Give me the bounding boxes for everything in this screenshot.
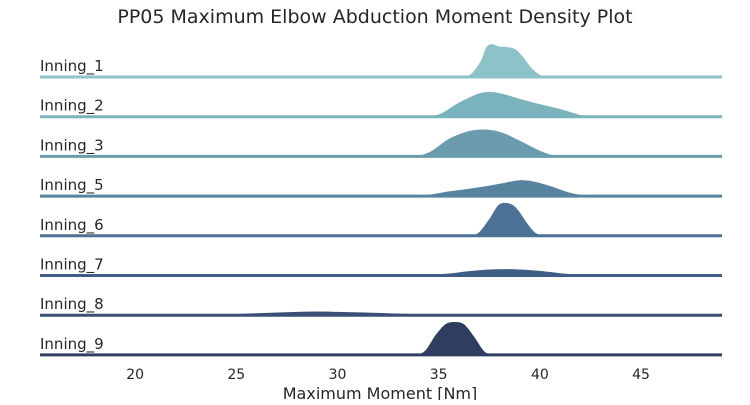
chart-title: PP05 Maximum Elbow Abduction Moment Dens…: [117, 6, 632, 28]
ridges-group: Inning_1 Inning_2 Inning_3 Inning_5 Inning_6…: [40, 41, 722, 357]
density-area: [471, 201, 546, 236]
row-label: Inning_5: [40, 176, 104, 195]
density-area: [408, 179, 611, 197]
ridge-inning-9: Inning_9: [40, 319, 722, 357]
density-outline: [418, 89, 601, 118]
row-label: Inning_1: [40, 57, 104, 76]
x-tick-label: 40: [531, 367, 549, 383]
density-outline: [413, 319, 496, 356]
ridge-inning-1: Inning_1: [40, 41, 722, 79]
x-axis-ticks: 20 25 30 35 40 45: [126, 367, 650, 383]
row-label: Inning_2: [40, 97, 104, 116]
density-outline: [414, 127, 571, 158]
density-outline: [470, 200, 547, 237]
density-outline: [377, 266, 621, 277]
x-tick-label: 30: [329, 367, 347, 383]
density-area: [418, 90, 601, 117]
ridge-inning-8: Inning_8: [40, 295, 722, 317]
x-tick-label: 45: [632, 367, 650, 383]
ridge-inning-7: Inning_7: [40, 256, 722, 277]
row-label: Inning_9: [40, 335, 104, 354]
row-label: Inning_8: [40, 295, 104, 314]
density-area: [458, 42, 561, 77]
x-tick-label: 25: [227, 367, 245, 383]
row-label: Inning_6: [40, 216, 104, 235]
row-label: Inning_3: [40, 136, 104, 155]
density-outline: [408, 177, 611, 198]
ridge-inning-2: Inning_2: [40, 89, 722, 119]
ridge-inning-3: Inning_3: [40, 127, 722, 158]
density-area: [414, 320, 496, 355]
x-tick-label: 20: [126, 367, 144, 383]
row-label: Inning_7: [40, 256, 104, 275]
ridge-inning-6: Inning_6: [40, 200, 722, 238]
x-axis-label: Maximum Moment [Nm]: [283, 384, 477, 400]
density-outline: [458, 41, 561, 79]
ridge-inning-5: Inning_5: [40, 176, 722, 198]
x-tick-label: 35: [430, 367, 448, 383]
density-area: [414, 128, 571, 157]
